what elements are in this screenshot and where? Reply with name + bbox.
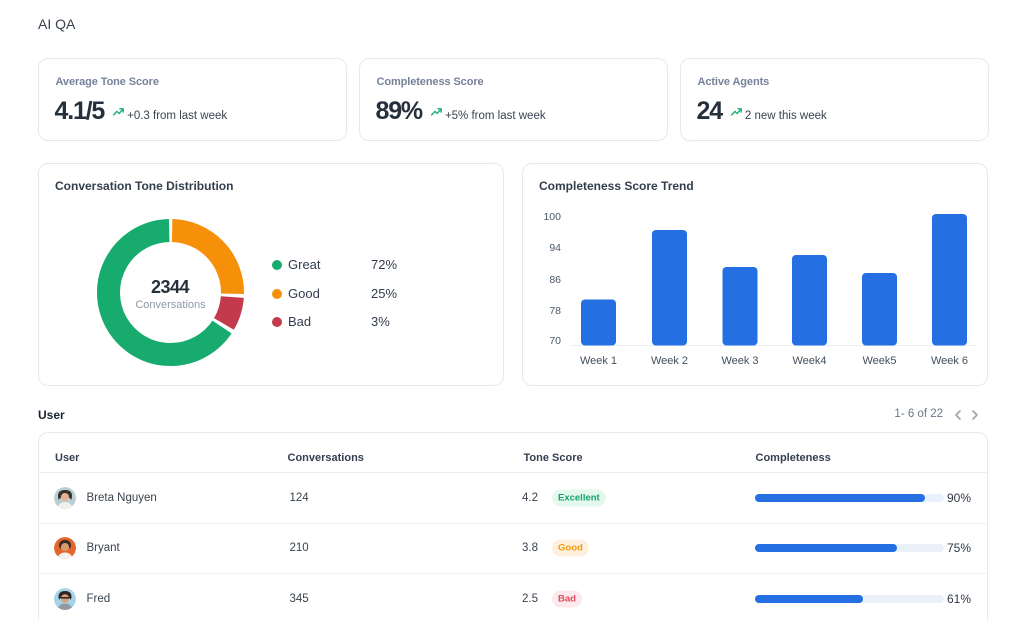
- svg-text:2344: 2344: [151, 277, 190, 297]
- svg-text:Conversations: Conversations: [135, 299, 206, 311]
